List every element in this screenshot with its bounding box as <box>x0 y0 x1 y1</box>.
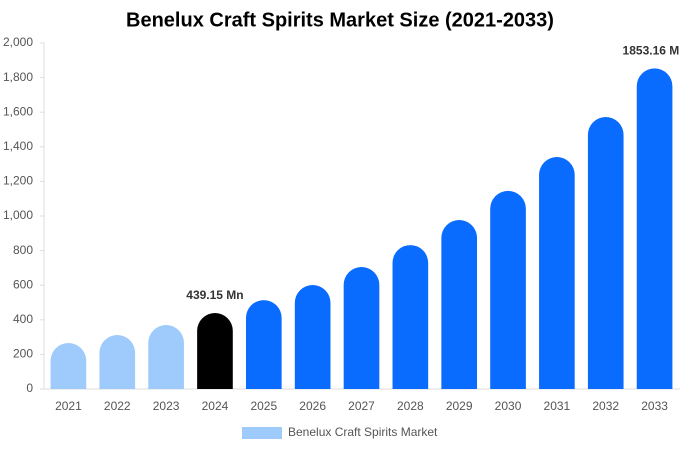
data-label: 1853.16 Mn <box>623 44 680 58</box>
x-tick-label: 2031 <box>544 399 571 413</box>
bar <box>294 285 331 389</box>
chart-title: Benelux Craft Spirits Market Size (2021-… <box>126 9 554 31</box>
y-tick-label: 400 <box>13 312 33 326</box>
bar <box>392 245 429 389</box>
y-tick-label: 2,000 <box>3 35 33 49</box>
bar <box>539 157 575 389</box>
x-tick-label: 2030 <box>495 399 522 413</box>
bar <box>636 68 673 389</box>
x-tick-label: 2032 <box>592 399 619 413</box>
bar <box>148 325 184 389</box>
y-tick-label: 200 <box>13 347 33 361</box>
y-tick-label: 600 <box>13 277 33 291</box>
x-tick-label: 2025 <box>250 399 277 413</box>
bar <box>197 313 233 389</box>
legend-swatch <box>242 427 282 439</box>
bar <box>587 117 624 390</box>
y-tick-label: 0 <box>26 381 33 395</box>
x-tick-label: 2026 <box>299 399 326 413</box>
x-tick-label: 2023 <box>153 399 180 413</box>
x-tick-label: 2029 <box>446 399 473 413</box>
x-tick-label: 2027 <box>348 399 375 413</box>
x-tick-label: 2033 <box>641 399 668 413</box>
x-tick-label: 2028 <box>397 399 424 413</box>
bar <box>99 335 136 389</box>
data-label: 439.15 Mn <box>186 288 243 302</box>
y-tick-label: 1,600 <box>3 104 33 118</box>
x-tick-label: 2022 <box>104 399 131 413</box>
bar <box>441 220 478 389</box>
bar <box>490 190 526 389</box>
y-tick-label: 1,000 <box>3 208 33 222</box>
x-tick-label: 2021 <box>55 399 82 413</box>
legend-label: Benelux Craft Spirits Market <box>288 425 438 439</box>
bar <box>50 342 87 389</box>
y-tick-label: 1,800 <box>3 70 33 84</box>
bar <box>343 267 380 389</box>
y-tick-label: 800 <box>13 243 33 257</box>
x-tick-label: 2024 <box>202 399 229 413</box>
y-tick-label: 1,400 <box>3 139 33 153</box>
bar <box>245 300 282 389</box>
y-tick-label: 1,200 <box>3 174 33 188</box>
